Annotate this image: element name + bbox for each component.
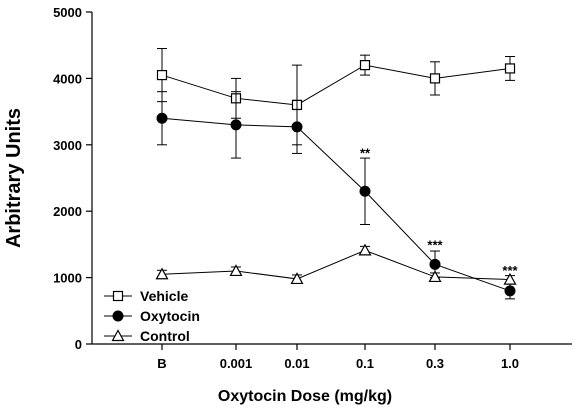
series-control bbox=[155, 243, 517, 285]
data-point-control bbox=[155, 267, 169, 280]
x-tick-label: 0.001 bbox=[220, 356, 253, 371]
data-point-oxytocin bbox=[291, 121, 303, 133]
data-point-control bbox=[358, 243, 372, 256]
x-tick-label: 0.1 bbox=[356, 356, 374, 371]
data-point-control bbox=[503, 272, 517, 285]
data-point-oxytocin bbox=[359, 185, 371, 197]
series-vehicle bbox=[156, 48, 516, 146]
data-point-vehicle bbox=[359, 60, 371, 71]
series-oxytocin bbox=[156, 91, 516, 300]
data-point-oxytocin bbox=[230, 119, 242, 131]
legend-item-control: Control bbox=[104, 328, 190, 344]
axes bbox=[91, 12, 572, 345]
data-point-vehicle bbox=[156, 69, 168, 81]
y-tick-label: 3000 bbox=[53, 138, 82, 153]
legend-label: Control bbox=[140, 328, 190, 344]
legend-item-vehicle: Vehicle bbox=[104, 288, 188, 304]
data-point-control bbox=[428, 270, 442, 283]
y-tick-label: 4000 bbox=[53, 71, 82, 86]
data-point-control bbox=[229, 264, 243, 277]
series-line-vehicle bbox=[161, 64, 511, 106]
y-tick-label: 0 bbox=[75, 337, 82, 352]
data-point-oxytocin bbox=[429, 258, 441, 270]
legend-item-oxytocin: Oxytocin bbox=[104, 308, 200, 324]
data-point-oxytocin bbox=[156, 112, 168, 124]
series-layer bbox=[155, 48, 517, 300]
significance-marker: ** bbox=[360, 145, 371, 160]
legend: Vehicle Oxytocin Control bbox=[104, 288, 200, 344]
y-tick-label: 2000 bbox=[53, 204, 82, 219]
x-axis-title: Oxytocin Dose (mg/kg) bbox=[218, 388, 392, 405]
legend-label: Oxytocin bbox=[140, 308, 200, 324]
legend-marker bbox=[112, 310, 124, 322]
legend-marker bbox=[111, 329, 125, 342]
y-tick-label: 5000 bbox=[53, 5, 82, 20]
significance-marker: *** bbox=[502, 263, 518, 278]
data-point-control bbox=[290, 272, 304, 285]
data-point-vehicle bbox=[504, 63, 516, 74]
x-tick-label: 0.01 bbox=[284, 356, 309, 371]
legend-marker bbox=[112, 290, 124, 302]
series-line-oxytocin bbox=[161, 117, 511, 292]
y-tick-label: 1000 bbox=[53, 271, 82, 286]
significance-marker: *** bbox=[427, 238, 443, 253]
annotations: ******** bbox=[360, 145, 519, 278]
data-point-oxytocin bbox=[504, 285, 516, 297]
x-tick-label: 1.0 bbox=[501, 356, 519, 371]
series-line-control bbox=[161, 249, 511, 281]
y-axis-title: Arbitrary Units bbox=[3, 108, 25, 248]
data-point-vehicle bbox=[429, 73, 441, 84]
x-tick-label: B bbox=[157, 356, 166, 371]
x-tick-label: 0.3 bbox=[426, 356, 444, 371]
legend-label: Vehicle bbox=[140, 288, 188, 304]
axis-ticks: 0 1000 2000 3000 4000 5000 B 0.001 0.01 0.1 0.3 1.0 bbox=[53, 5, 519, 371]
